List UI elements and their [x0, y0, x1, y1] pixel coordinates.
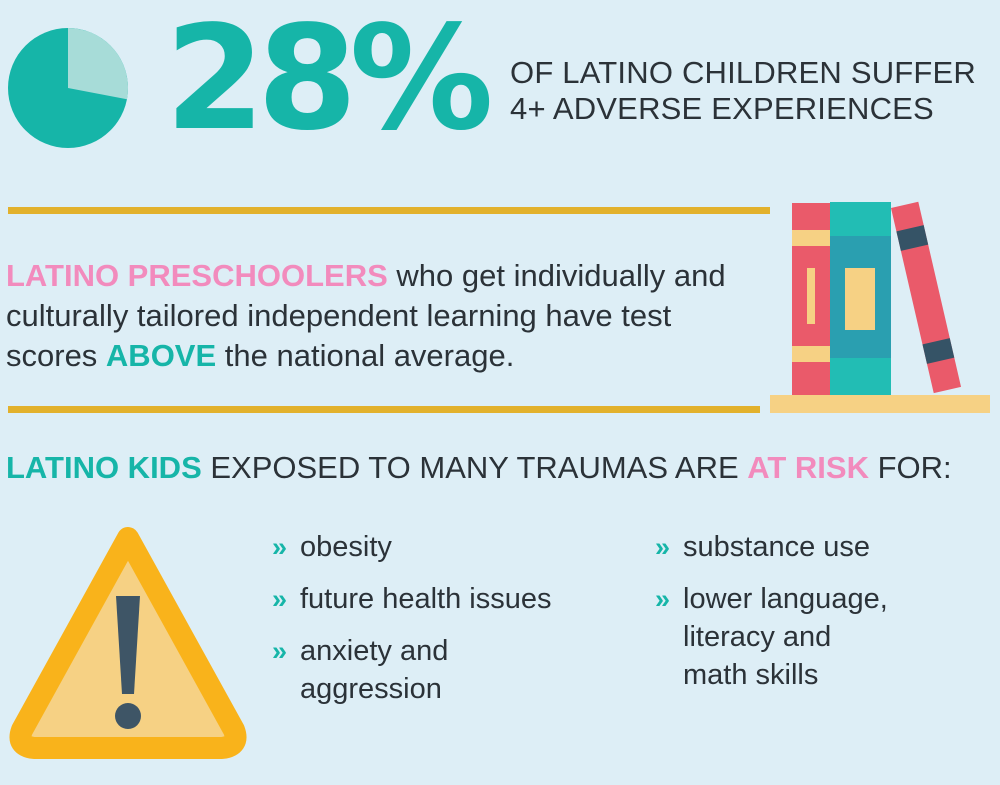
list-item-text: future health issues [300, 583, 552, 615]
list-item-text: lower language, [683, 583, 888, 615]
chevron-icon: » [272, 584, 288, 614]
list-item: » anxiety and aggression [272, 632, 632, 708]
preschool-text-1: who get individually and culturally tail… [6, 258, 726, 373]
stat-description-line2: 4+ ADVERSE EXPERIENCES [510, 91, 934, 126]
pie-slice-28 [68, 28, 129, 100]
preschool-text-2: the national average. [216, 338, 515, 373]
stat-percentage: 28% [165, 0, 494, 162]
divider-top [8, 207, 770, 214]
risk-heading-highlight: LATINO KIDS [6, 450, 202, 485]
preschool-statement: LATINO PRESCHOOLERS who get individually… [6, 256, 746, 376]
list-item: » future health issues [272, 580, 632, 618]
stat-description-line1: OF LATINO CHILDREN SUFFER [510, 55, 977, 90]
pie-chart-icon [8, 28, 129, 148]
list-item-text-cont: math skills [683, 659, 819, 691]
list-item-text-cont: literacy and [683, 621, 832, 653]
list-item-text: anxiety and [300, 635, 449, 667]
chevron-icon: » [272, 532, 288, 562]
list-item-text: substance use [683, 531, 871, 563]
risk-heading: LATINO KIDS EXPOSED TO MANY TRAUMAS ARE … [6, 448, 1000, 488]
warning-icon [9, 527, 247, 759]
risk-heading-middle: EXPOSED TO MANY TRAUMAS ARE [201, 450, 748, 485]
risk-heading-emphasis: AT RISK [747, 450, 869, 485]
preschool-highlight: LATINO PRESCHOOLERS [6, 258, 388, 293]
divider-bottom [8, 406, 760, 413]
chevron-icon: » [272, 636, 288, 666]
list-item-text: obesity [300, 531, 392, 563]
books-icon [770, 201, 990, 413]
risk-list-left: » obesity » future health issues » anxiety … [272, 528, 632, 722]
chevron-icon: » [655, 532, 671, 562]
chevron-icon: » [655, 584, 671, 614]
risk-heading-end: FOR: [868, 450, 952, 485]
stat-description: OF LATINO CHILDREN SUFFER 4+ ADVERSE EXP… [510, 55, 976, 127]
list-item: » obesity [272, 528, 632, 566]
preschool-emphasis: ABOVE [105, 338, 217, 373]
list-item: » substance use [655, 528, 995, 566]
list-item-text-cont: aggression [300, 673, 442, 705]
list-item: » lower language, literacy and math skills [655, 580, 995, 694]
risk-list-right: » substance use » lower language, literacy … [655, 528, 995, 708]
